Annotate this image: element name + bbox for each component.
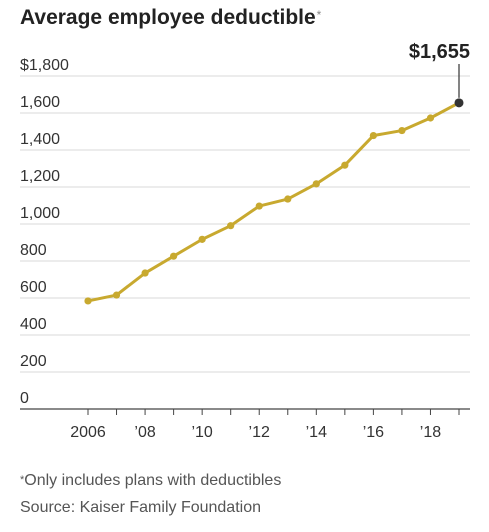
footnote-plans: *Only includes plans with deductibles bbox=[20, 472, 281, 490]
footnote-text: Only includes plans with deductibles bbox=[24, 472, 282, 489]
x-tick-label: ’18 bbox=[420, 424, 441, 441]
y-tick-label: 1,400 bbox=[20, 131, 60, 148]
y-tick-label: 1,000 bbox=[20, 205, 60, 222]
end-data-point bbox=[454, 98, 464, 108]
x-tick-label: ’12 bbox=[249, 424, 270, 441]
data-point bbox=[170, 252, 178, 260]
series-layer bbox=[84, 98, 464, 305]
y-tick-label: $1,800 bbox=[20, 57, 69, 74]
data-point bbox=[312, 180, 320, 188]
source-note: Source: Kaiser Family Foundation bbox=[20, 499, 261, 516]
x-tick-label: ’16 bbox=[363, 424, 384, 441]
x-tick-label: ’14 bbox=[306, 424, 327, 441]
footnote-marker: * bbox=[20, 474, 25, 486]
y-tick-label: 0 bbox=[20, 390, 29, 407]
y-tick-label: 1,200 bbox=[20, 168, 60, 185]
data-point bbox=[341, 161, 349, 169]
data-point bbox=[255, 202, 263, 210]
data-point bbox=[112, 291, 121, 299]
data-point bbox=[398, 126, 406, 135]
y-tick-label: 600 bbox=[20, 279, 47, 296]
data-point bbox=[426, 114, 435, 122]
data-point bbox=[84, 297, 92, 305]
x-axis: 2006 ’08 ’10 ’12 ’14 ’16 ’18 bbox=[70, 409, 460, 441]
y-tick-label: 800 bbox=[20, 242, 47, 259]
chart-title: Average employee deductible* bbox=[20, 6, 321, 30]
series-line bbox=[87, 101, 460, 303]
y-tick-label: 400 bbox=[20, 316, 47, 333]
y-tick-label: 200 bbox=[20, 353, 47, 370]
data-point bbox=[369, 131, 377, 140]
y-tick-label: 1,600 bbox=[20, 94, 60, 111]
callout-value-label: $1,655 bbox=[409, 41, 470, 63]
grid-layer: 0 200 400 600 800 1,000 1,200 1,400 1,600 $1,800 bbox=[20, 57, 470, 410]
data-point bbox=[198, 235, 206, 243]
data-point bbox=[227, 222, 235, 230]
chart-title-text: Average employee deductible bbox=[20, 6, 316, 29]
data-point bbox=[141, 269, 149, 277]
callout: $1,655 bbox=[409, 41, 470, 98]
x-tick-label: ’10 bbox=[191, 424, 212, 441]
x-tick-label: 2006 bbox=[70, 424, 106, 441]
x-tick-label: ’08 bbox=[134, 424, 155, 441]
title-footnote-marker: * bbox=[316, 8, 322, 22]
data-point bbox=[284, 195, 292, 203]
